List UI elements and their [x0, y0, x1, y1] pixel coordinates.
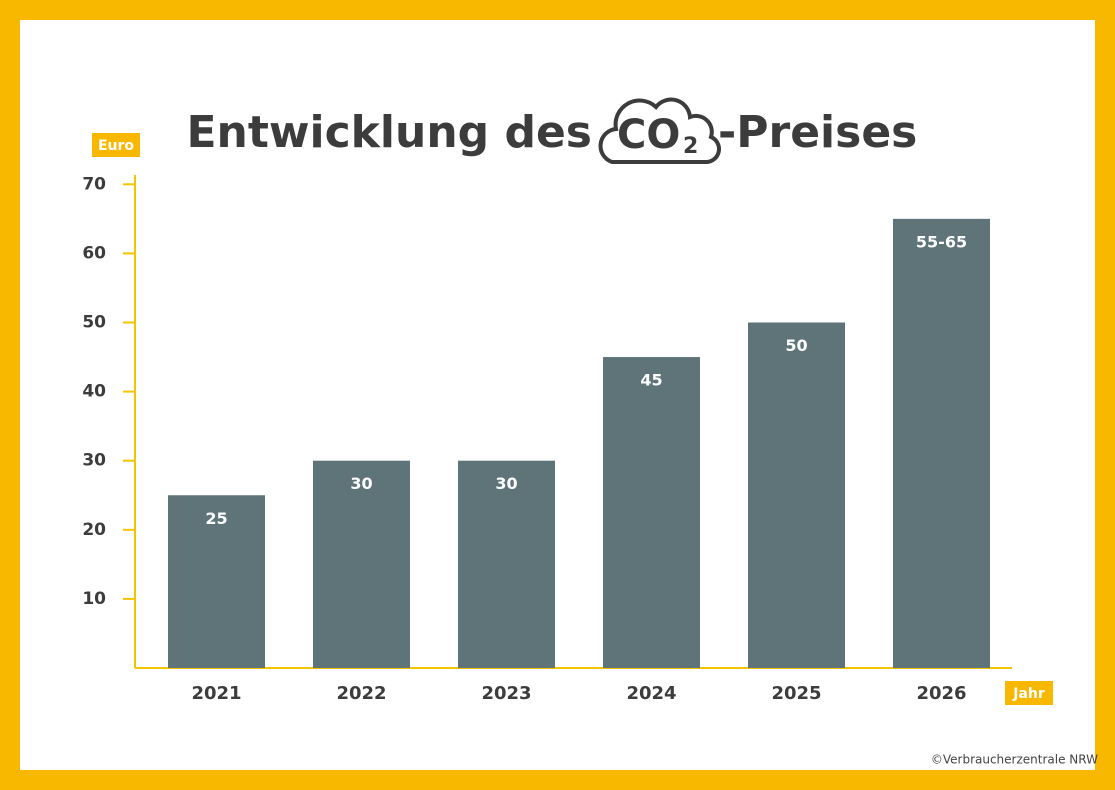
- chart-title: Entwicklung des: [186, 107, 592, 158]
- title-suffix: -Preises: [718, 107, 917, 158]
- bar: [458, 460, 555, 668]
- y-tick-label: 50: [82, 313, 106, 333]
- y-tick-label: 30: [82, 451, 106, 471]
- x-label-box: [1005, 681, 1053, 705]
- bar: [893, 218, 990, 668]
- y-tick-label: 10: [82, 589, 106, 609]
- x-tick-label: 2021: [191, 683, 241, 704]
- y-label-box: [92, 133, 140, 157]
- y-axis-label: Euro: [98, 138, 134, 154]
- source: ©Verbraucherzentrale NRW: [931, 753, 1098, 767]
- x-tick-label: 2026: [916, 683, 966, 704]
- bar: [313, 460, 410, 668]
- x-tick-label: 2025: [771, 683, 821, 704]
- bar: [748, 322, 845, 668]
- x-tick-label: 2022: [336, 683, 386, 704]
- y-tick-label: 40: [82, 382, 106, 402]
- value-label: 55-65: [916, 232, 967, 251]
- title-subscript: 2: [683, 134, 698, 159]
- y-tick-label: 70: [82, 174, 106, 194]
- value-label: 50: [785, 336, 807, 355]
- y-tick-label: 60: [82, 243, 106, 263]
- bar: [603, 357, 700, 668]
- cloud-icon: [598, 97, 721, 164]
- value-label: 45: [640, 371, 662, 390]
- value-label: 30: [495, 474, 517, 493]
- y-tick-label: 20: [82, 520, 106, 540]
- bar: [168, 495, 265, 668]
- x-tick-label: 2024: [626, 683, 676, 704]
- x-tick-label: 2023: [481, 683, 531, 704]
- value-label: 25: [205, 509, 227, 528]
- title-co: CO: [617, 112, 680, 158]
- value-label: 30: [350, 474, 372, 493]
- x-axis-label: Jahr: [1012, 686, 1045, 702]
